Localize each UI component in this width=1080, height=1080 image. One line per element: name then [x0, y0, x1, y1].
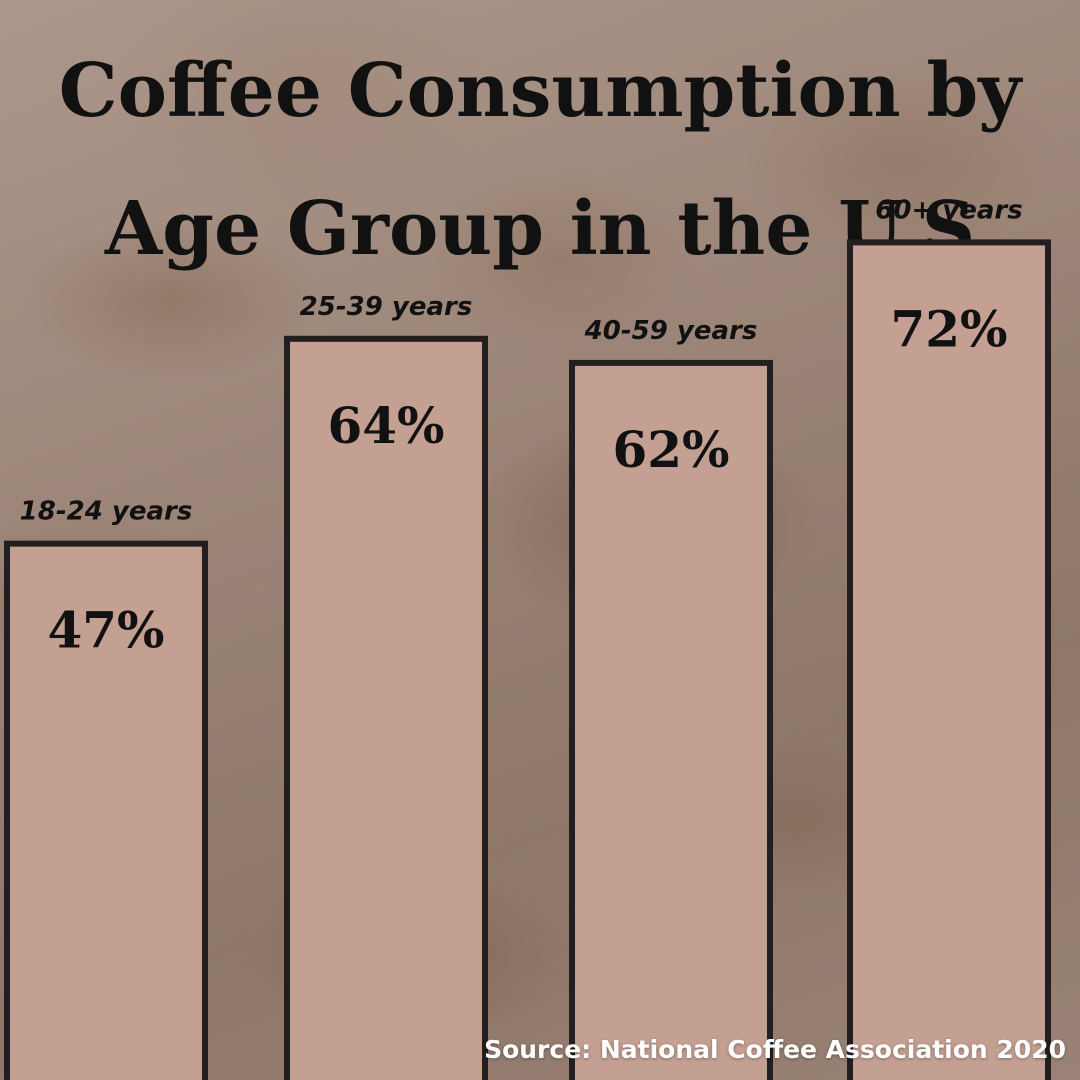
- bar-3: [569, 359, 773, 1080]
- bar-2: [284, 335, 488, 1080]
- category-label-4: 60+ years: [875, 195, 1022, 225]
- chart-title: Coffee Consumption by Age Group in the U…: [0, 22, 1080, 298]
- bar-1: [4, 540, 208, 1080]
- category-label-3: 40-59 years: [584, 316, 758, 346]
- value-label-3: 62%: [612, 420, 729, 479]
- source-note: Source: National Coffee Association 2020: [484, 1035, 1066, 1064]
- bar-4: [847, 239, 1051, 1080]
- value-label-1: 47%: [47, 601, 164, 660]
- category-label-1: 18-24 years: [20, 497, 193, 527]
- value-label-4: 72%: [890, 299, 1007, 358]
- title-line-2: Age Group in the U.S: [104, 186, 976, 272]
- title-line-1: Coffee Consumption by: [58, 48, 1022, 134]
- category-label-2: 25-39 years: [300, 292, 473, 322]
- value-label-2: 64%: [327, 396, 444, 455]
